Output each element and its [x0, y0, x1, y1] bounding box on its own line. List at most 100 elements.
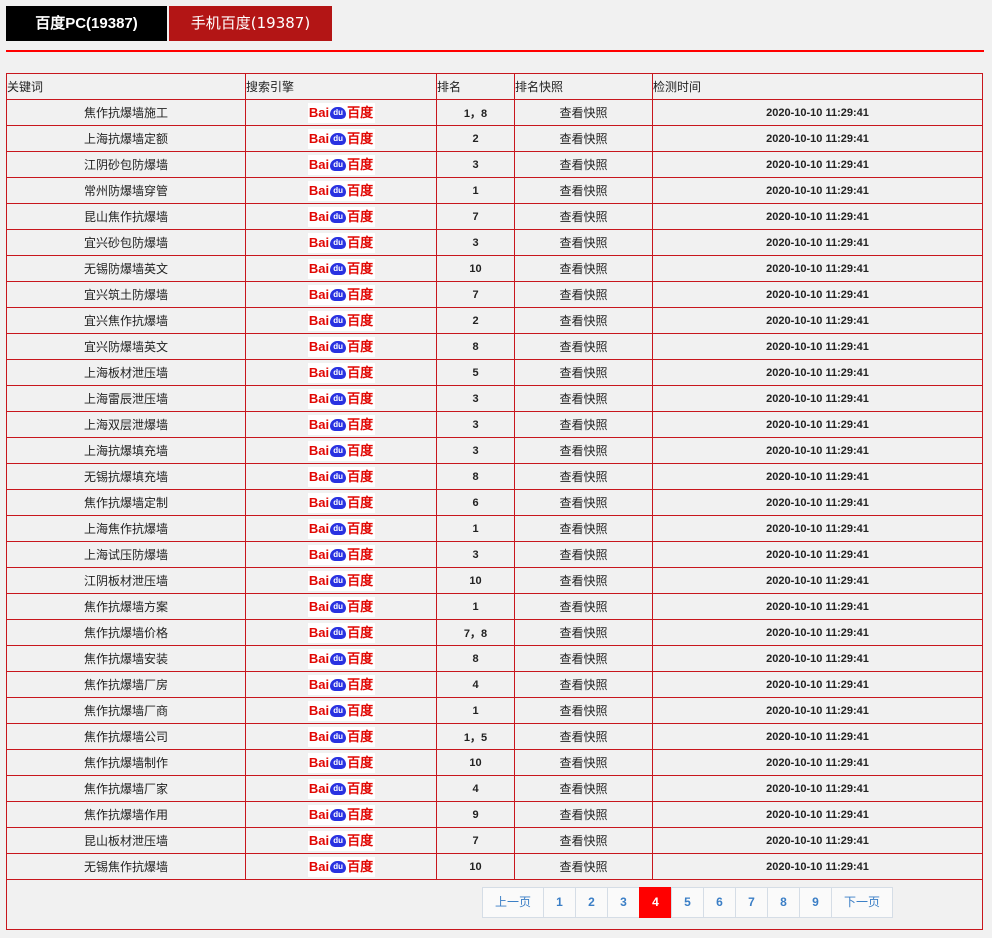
page-7-button[interactable]: 7 [735, 887, 768, 918]
check-time: 2020-10-10 11:29:41 [652, 333, 982, 360]
table-row: 焦作抗爆墙定制 Bai du 百度 6 查看快照 2020-10-10 11:29:… [7, 489, 982, 516]
view-snapshot-link[interactable]: 查看快照 [514, 281, 653, 308]
view-snapshot-link[interactable]: 查看快照 [514, 619, 653, 646]
engine-cell: Bai du 百度 [245, 567, 437, 594]
view-snapshot-link[interactable]: 查看快照 [514, 697, 653, 724]
view-snapshot-link[interactable]: 查看快照 [514, 177, 653, 204]
keyword: 宜兴筑土防爆墙 [7, 281, 246, 308]
check-time: 2020-10-10 11:29:41 [652, 593, 982, 620]
rank: 3 [436, 151, 515, 178]
view-snapshot-link[interactable]: 查看快照 [514, 359, 653, 386]
view-snapshot-link[interactable]: 查看快照 [514, 307, 653, 334]
page-1-button[interactable]: 1 [543, 887, 576, 918]
page-8-button[interactable]: 8 [767, 887, 800, 918]
rank: 6 [436, 489, 515, 516]
view-snapshot-link[interactable]: 查看快照 [514, 463, 653, 490]
engine-cell: Bai du 百度 [245, 541, 437, 568]
page-3-button[interactable]: 3 [607, 887, 640, 918]
view-snapshot-link[interactable]: 查看快照 [514, 827, 653, 854]
rank: 3 [436, 385, 515, 412]
rank: 4 [436, 671, 515, 698]
page-4-button[interactable]: 4 [639, 887, 672, 918]
table-row: 宜兴砂包防爆墙 Bai du 百度 3 查看快照 2020-10-10 11:29:… [7, 229, 982, 256]
view-snapshot-link[interactable]: 查看快照 [514, 333, 653, 360]
view-snapshot-link[interactable]: 查看快照 [514, 515, 653, 542]
view-snapshot-link[interactable]: 查看快照 [514, 645, 653, 672]
view-snapshot-link[interactable]: 查看快照 [514, 489, 653, 516]
rank: 8 [436, 333, 515, 360]
baidu-logo-icon: Bai du 百度 [307, 492, 375, 513]
rank: 7 [436, 281, 515, 308]
check-time: 2020-10-10 11:29:41 [652, 853, 982, 880]
table-row: 上海试压防爆墙 Bai du 百度 3 查看快照 2020-10-10 11:29:… [7, 541, 982, 568]
rank: 5 [436, 359, 515, 386]
view-snapshot-link[interactable]: 查看快照 [514, 723, 653, 750]
view-snapshot-link[interactable]: 查看快照 [514, 385, 653, 412]
engine-cell: Bai du 百度 [245, 853, 437, 880]
tab-mobile-baidu[interactable]: 手机百度(19387) [169, 6, 332, 41]
page-5-button[interactable]: 5 [671, 887, 704, 918]
view-snapshot-link[interactable]: 查看快照 [514, 853, 653, 880]
keyword: 焦作抗爆墙制作 [7, 749, 246, 776]
engine-tabs: 百度PC(19387) 手机百度(19387) [6, 6, 332, 41]
view-snapshot-link[interactable]: 查看快照 [514, 125, 653, 152]
view-snapshot-link[interactable]: 查看快照 [514, 567, 653, 594]
prev-page-button[interactable]: 上一页 [482, 887, 544, 918]
keyword: 上海板材泄压墙 [7, 359, 246, 386]
engine-cell: Bai du 百度 [245, 697, 437, 724]
check-time: 2020-10-10 11:29:41 [652, 749, 982, 776]
baidu-logo-icon: Bai du 百度 [307, 622, 375, 643]
engine-cell: Bai du 百度 [245, 827, 437, 854]
table-row: 无锡焦作抗爆墙 Bai du 百度 10 查看快照 2020-10-10 11:29… [7, 853, 982, 880]
view-snapshot-link[interactable]: 查看快照 [514, 229, 653, 256]
page-9-button[interactable]: 9 [799, 887, 832, 918]
header-snapshot: 排名快照 [514, 74, 653, 100]
rank: 1，5 [436, 723, 515, 750]
header-engine: 搜索引擎 [245, 74, 437, 100]
rank: 8 [436, 463, 515, 490]
engine-cell: Bai du 百度 [245, 229, 437, 256]
view-snapshot-link[interactable]: 查看快照 [514, 749, 653, 776]
engine-cell: Bai du 百度 [245, 645, 437, 672]
view-snapshot-link[interactable]: 查看快照 [514, 151, 653, 178]
check-time: 2020-10-10 11:29:41 [652, 125, 982, 152]
check-time: 2020-10-10 11:29:41 [652, 203, 982, 230]
keyword: 焦作抗爆墙公司 [7, 723, 246, 750]
table-header: 关键词 搜索引擎 排名 排名快照 检测时间 [7, 74, 982, 100]
baidu-logo-icon: Bai du 百度 [307, 128, 375, 149]
view-snapshot-link[interactable]: 查看快照 [514, 541, 653, 568]
view-snapshot-link[interactable]: 查看快照 [514, 671, 653, 698]
view-snapshot-link[interactable]: 查看快照 [514, 411, 653, 438]
engine-cell: Bai du 百度 [245, 99, 437, 126]
keyword: 宜兴焦作抗爆墙 [7, 307, 246, 334]
view-snapshot-link[interactable]: 查看快照 [514, 437, 653, 464]
keyword: 上海抗爆墙定额 [7, 125, 246, 152]
table-row: 宜兴焦作抗爆墙 Bai du 百度 2 查看快照 2020-10-10 11:29:… [7, 307, 982, 334]
check-time: 2020-10-10 11:29:41 [652, 281, 982, 308]
header-time: 检测时间 [652, 74, 982, 100]
view-snapshot-link[interactable]: 查看快照 [514, 593, 653, 620]
view-snapshot-link[interactable]: 查看快照 [514, 775, 653, 802]
baidu-logo-icon: Bai du 百度 [307, 752, 375, 773]
page-6-button[interactable]: 6 [703, 887, 736, 918]
view-snapshot-link[interactable]: 查看快照 [514, 801, 653, 828]
engine-cell: Bai du 百度 [245, 515, 437, 542]
view-snapshot-link[interactable]: 查看快照 [514, 203, 653, 230]
baidu-logo-icon: Bai du 百度 [307, 570, 375, 591]
baidu-logo-icon: Bai du 百度 [307, 180, 375, 201]
table-row: 上海抗爆墙定额 Bai du 百度 2 查看快照 2020-10-10 11:29:… [7, 125, 982, 152]
keyword: 宜兴防爆墙英文 [7, 333, 246, 360]
tab-baidu-pc[interactable]: 百度PC(19387) [6, 6, 167, 41]
rank: 2 [436, 307, 515, 334]
check-time: 2020-10-10 11:29:41 [652, 151, 982, 178]
next-page-button[interactable]: 下一页 [831, 887, 893, 918]
check-time: 2020-10-10 11:29:41 [652, 385, 982, 412]
view-snapshot-link[interactable]: 查看快照 [514, 255, 653, 282]
keyword: 焦作抗爆墙施工 [7, 99, 246, 126]
page-2-button[interactable]: 2 [575, 887, 608, 918]
baidu-logo-icon: Bai du 百度 [307, 544, 375, 565]
rank: 8 [436, 645, 515, 672]
view-snapshot-link[interactable]: 查看快照 [514, 99, 653, 126]
table-row: 焦作抗爆墙厂房 Bai du 百度 4 查看快照 2020-10-10 11:29:… [7, 671, 982, 698]
keyword: 上海试压防爆墙 [7, 541, 246, 568]
